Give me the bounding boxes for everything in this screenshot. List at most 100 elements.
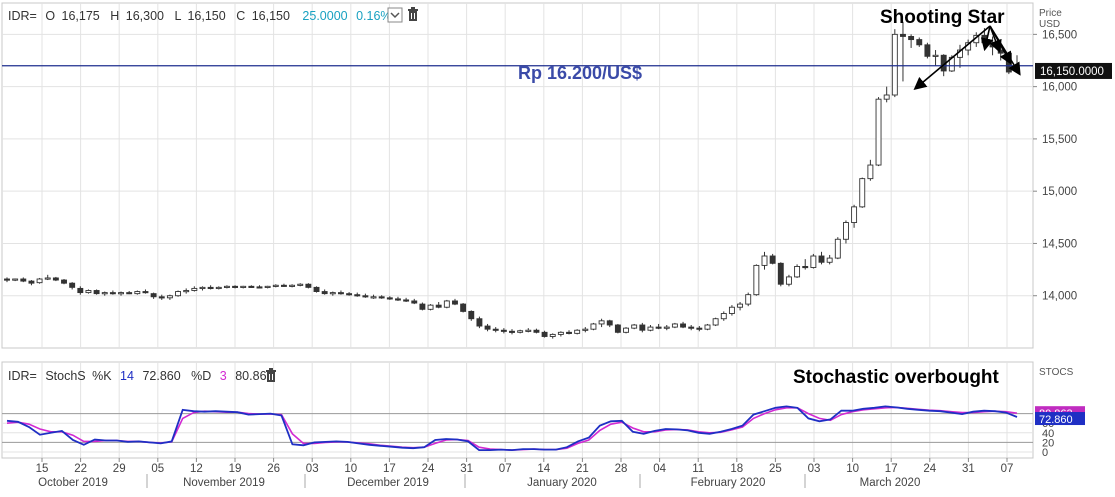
candle-body-up bbox=[859, 178, 866, 208]
candle bbox=[671, 322, 678, 329]
candle-body-down bbox=[321, 291, 328, 295]
price-panel bbox=[1, 2, 1034, 349]
stoch-trash-icon[interactable] bbox=[266, 368, 276, 382]
candle-body-up bbox=[883, 94, 890, 100]
candle bbox=[166, 294, 173, 300]
candle bbox=[533, 328, 540, 334]
x-month-label: November 2019 bbox=[183, 477, 265, 489]
candle-body-down bbox=[541, 331, 548, 337]
candle bbox=[509, 329, 515, 335]
candle bbox=[223, 285, 230, 289]
candle-body-down bbox=[109, 292, 116, 295]
candle-body-down bbox=[20, 278, 27, 282]
candle bbox=[810, 253, 817, 269]
candle bbox=[305, 283, 312, 289]
candle-body-down bbox=[533, 329, 540, 333]
candle-body-down bbox=[900, 33, 906, 37]
stoch-d-label: %D bbox=[191, 369, 211, 383]
candle bbox=[785, 274, 792, 287]
candle-body-down bbox=[818, 255, 825, 263]
candle bbox=[240, 285, 247, 289]
candle-body-down bbox=[509, 330, 515, 333]
candle bbox=[199, 286, 206, 291]
candle bbox=[606, 319, 613, 328]
stoch-d-value: 80.863 bbox=[235, 369, 273, 383]
candle-body-up bbox=[712, 318, 719, 326]
shooting-star-label: Shooting Star bbox=[880, 7, 1005, 28]
candle-body-up bbox=[851, 206, 858, 223]
candle bbox=[761, 251, 768, 270]
chevron-down-icon[interactable] bbox=[387, 7, 403, 23]
candle bbox=[891, 29, 898, 98]
rp-line-label: Rp 16.200/US$ bbox=[518, 63, 642, 83]
candle bbox=[908, 34, 915, 48]
candle bbox=[378, 295, 385, 299]
candle-body-up bbox=[810, 255, 817, 268]
open-label: O bbox=[45, 9, 55, 23]
price-tick-label: 16,500 bbox=[1042, 29, 1077, 41]
candle-body-down bbox=[492, 328, 499, 331]
candle bbox=[20, 277, 27, 283]
candle-body-down bbox=[248, 285, 255, 288]
candle bbox=[370, 294, 377, 299]
candle-body-up bbox=[370, 296, 377, 299]
candle-body-up bbox=[85, 290, 92, 294]
candle-body-up bbox=[223, 285, 230, 288]
candle bbox=[826, 254, 833, 265]
candle bbox=[150, 292, 157, 299]
shooting-star-arrows bbox=[913, 25, 1021, 91]
candle-body-down bbox=[777, 262, 784, 285]
candle bbox=[590, 322, 597, 331]
candle-body-down bbox=[460, 303, 467, 312]
stoch-axis-title: STOCS bbox=[1039, 367, 1074, 378]
x-month-label: December 2019 bbox=[347, 477, 429, 489]
candle-body-down bbox=[484, 325, 491, 330]
candle bbox=[289, 284, 296, 288]
candle bbox=[460, 303, 467, 313]
candle bbox=[142, 289, 149, 294]
price-tick-label: 15,000 bbox=[1042, 186, 1077, 198]
candle bbox=[419, 302, 426, 311]
candle bbox=[712, 317, 719, 327]
x-day-label: 22 bbox=[74, 463, 87, 475]
candle-body-up bbox=[671, 323, 678, 328]
price-tick-label: 16,000 bbox=[1042, 82, 1077, 94]
stoch-axis: STOCS 806040200 80.863 72.860 bbox=[1035, 367, 1085, 459]
candle-body-down bbox=[403, 299, 410, 302]
x-day-label: 12 bbox=[190, 463, 203, 475]
candle bbox=[655, 323, 662, 330]
candle-body-up bbox=[932, 54, 939, 57]
candle bbox=[525, 328, 532, 333]
x-day-label: 07 bbox=[1001, 463, 1014, 475]
candle bbox=[207, 285, 214, 290]
candle-body-up bbox=[745, 294, 752, 305]
candle bbox=[346, 292, 353, 296]
candle-body-down bbox=[614, 324, 621, 333]
candle-body-down bbox=[924, 44, 931, 57]
candle-body-down bbox=[435, 304, 442, 308]
candle-body-down bbox=[52, 277, 59, 281]
candle bbox=[875, 97, 882, 167]
candle bbox=[631, 323, 638, 330]
candle bbox=[85, 289, 92, 294]
candle bbox=[924, 42, 931, 59]
candle-body-down bbox=[158, 296, 165, 299]
candle-body-up bbox=[264, 285, 271, 288]
candle-body-down bbox=[4, 278, 10, 281]
stoch-k-period: 14 bbox=[120, 369, 134, 383]
svg-text:IDR= StochS %K: IDR= StochS %K 14 72.860 %D 3 80.863 bbox=[8, 369, 274, 383]
candle bbox=[517, 329, 524, 334]
candle bbox=[435, 302, 442, 309]
candle-body-up bbox=[631, 324, 638, 329]
trash-icon[interactable] bbox=[408, 7, 418, 21]
x-day-label: 14 bbox=[537, 463, 550, 475]
candle-body-up bbox=[443, 300, 450, 308]
candle-body-down bbox=[232, 285, 239, 288]
candle bbox=[158, 294, 165, 300]
candle bbox=[492, 327, 499, 333]
candle-body-down bbox=[61, 279, 67, 284]
candle bbox=[248, 285, 255, 288]
candle bbox=[109, 290, 116, 295]
candle-body-down bbox=[997, 49, 1004, 54]
